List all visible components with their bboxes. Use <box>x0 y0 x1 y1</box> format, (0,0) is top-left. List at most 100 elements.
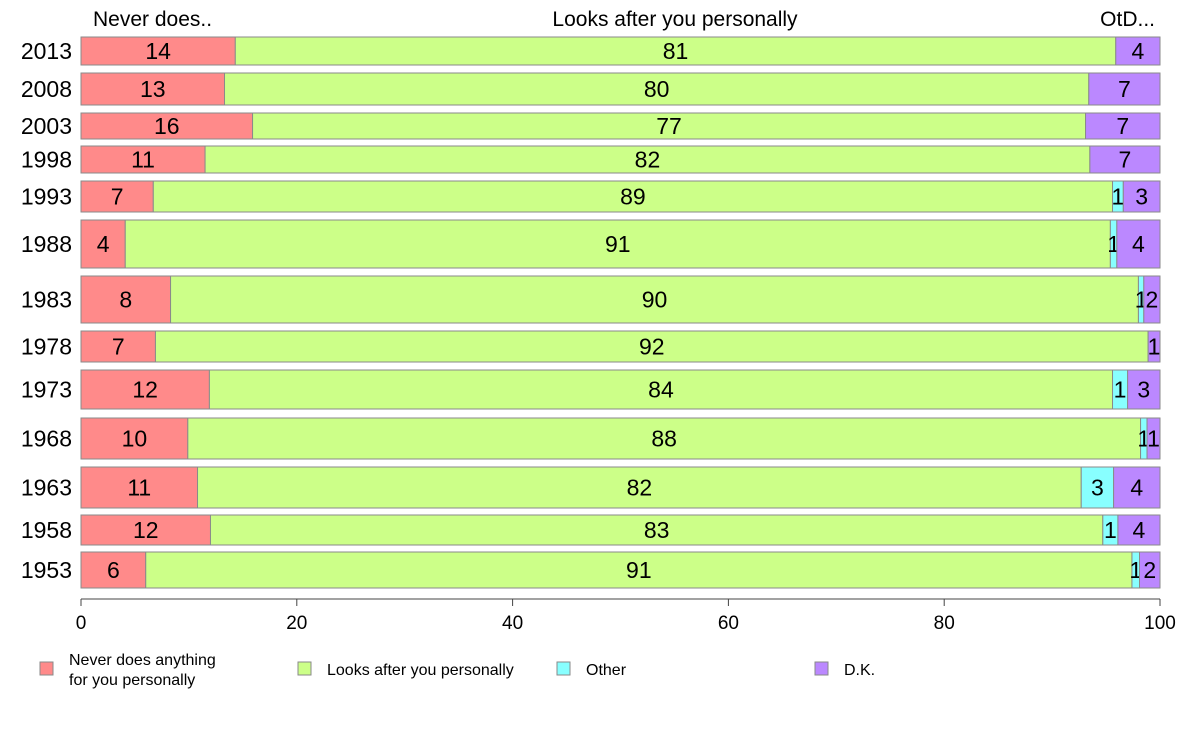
bar-segment <box>1088 72 1161 106</box>
bar-value-label: 92 <box>639 334 665 360</box>
bar-value-label: 4 <box>1131 38 1144 64</box>
legend: Never does anything for you personally Loo… <box>39 652 875 689</box>
bar-segment <box>1085 112 1161 140</box>
bar-value-label: 13 <box>140 76 166 102</box>
bar-segment <box>80 275 172 324</box>
bar-value-label: 3 <box>1091 475 1104 501</box>
bar-segment <box>224 72 1090 106</box>
bar-segment <box>1143 275 1161 324</box>
bar-segment <box>208 369 1114 410</box>
year-label: 1983 <box>21 287 72 313</box>
bar-value-label: 89 <box>620 184 646 210</box>
year-label: 1963 <box>21 475 72 501</box>
year-label: 1998 <box>21 147 72 173</box>
legend-label: D.K. <box>844 662 875 679</box>
year-label: 2003 <box>21 113 72 139</box>
bar-value-label: 83 <box>644 517 670 543</box>
x-tick-label: 20 <box>286 613 307 634</box>
bar-value-label: 1 <box>1129 557 1142 583</box>
bar-value-label: 3 <box>1137 377 1150 403</box>
bar-value-label: 8 <box>119 287 132 313</box>
bar-value-label: 88 <box>651 426 677 452</box>
bar-value-label: 10 <box>122 426 148 452</box>
bar-value-label: 4 <box>97 231 110 257</box>
bar-segment <box>80 112 254 140</box>
bar-value-label: 14 <box>145 38 171 64</box>
bar-value-label: 1 <box>1104 517 1117 543</box>
bar-segment <box>152 180 1114 213</box>
bar-value-label: 7 <box>1118 76 1131 102</box>
year-label: 1993 <box>21 184 72 210</box>
bar-segment <box>187 417 1142 460</box>
legend-label: Looks after you personally <box>327 662 514 679</box>
legend-swatch <box>297 661 312 676</box>
x-axis: 0 20 40 60 80 100 <box>76 598 1176 634</box>
column-header-label: OtD... <box>1100 8 1155 31</box>
bar-value-label: 81 <box>663 38 689 64</box>
bar-value-label: 7 <box>1119 147 1132 173</box>
bar-value-label: 4 <box>1133 517 1146 543</box>
bar-value-label: 12 <box>132 377 158 403</box>
bar-value-label: 82 <box>627 475 653 501</box>
legend-swatch <box>556 661 571 676</box>
bar-value-label: 7 <box>111 184 124 210</box>
legend-label: Never does anything <box>69 652 216 669</box>
bar-value-label: 3 <box>1135 184 1148 210</box>
bar-segment <box>1139 551 1161 589</box>
bar-value-label: 91 <box>605 231 631 257</box>
bar-value-label: 7 <box>112 334 125 360</box>
bar-segment <box>1116 219 1161 269</box>
bar-segment <box>1122 180 1161 213</box>
bar-value-label: 2 <box>1146 287 1159 313</box>
bar-value-label: 4 <box>1132 231 1145 257</box>
column-headers: Never does.. Looks after you personally Ot… <box>93 8 1155 31</box>
bar-segment <box>1147 330 1161 363</box>
year-label: 2008 <box>21 76 72 102</box>
legend-swatch <box>814 661 829 676</box>
bar-value-label: 4 <box>1130 475 1143 501</box>
bar-value-label: 1 <box>1147 426 1160 452</box>
bar-segment <box>1146 417 1161 460</box>
x-tick-label: 60 <box>718 613 739 634</box>
year-label: 1953 <box>21 557 72 583</box>
bar-segment <box>252 112 1087 140</box>
bar-segment <box>80 551 147 589</box>
legend-label: for you personally <box>69 672 195 689</box>
x-tick-label: 80 <box>934 613 955 634</box>
bar-value-label: 90 <box>642 287 668 313</box>
bar-segment <box>80 330 156 363</box>
bar-segment <box>1115 36 1161 66</box>
bar-segment <box>1080 466 1115 509</box>
bar-segment <box>1089 145 1161 174</box>
year-label: 1978 <box>21 334 72 360</box>
year-label: 1958 <box>21 517 72 543</box>
year-label: 1968 <box>21 426 72 452</box>
bar-segment <box>1127 369 1161 410</box>
x-tick-label: 40 <box>502 613 523 634</box>
year-label: 1988 <box>21 231 72 257</box>
bar-value-label: 6 <box>107 557 120 583</box>
bar-value-label: 11 <box>127 475 151 501</box>
bar-value-label: 77 <box>656 113 682 139</box>
bar-value-label: 1 <box>1112 184 1125 210</box>
bar-segment <box>1117 514 1161 546</box>
bar-value-label: 80 <box>644 76 670 102</box>
bar-value-label: 7 <box>1116 113 1129 139</box>
legend-label: Other <box>586 662 627 679</box>
bar-value-label: 1 <box>1148 334 1161 360</box>
bar-value-label: 12 <box>133 517 159 543</box>
bar-value-label: 11 <box>131 147 155 173</box>
bar-segment <box>170 275 1139 324</box>
column-header-label: Looks after you personally <box>552 8 798 31</box>
column-header-label: Never does.. <box>93 8 212 31</box>
bar-segment <box>80 145 206 174</box>
bar-segment <box>80 417 189 460</box>
bar-value-label: 1 <box>1114 377 1127 403</box>
bar-value-label: 2 <box>1143 557 1156 583</box>
x-tick-label: 0 <box>76 613 87 634</box>
legend-swatch <box>39 661 54 676</box>
bar-value-label: 84 <box>648 377 674 403</box>
bar-segment <box>154 330 1149 363</box>
